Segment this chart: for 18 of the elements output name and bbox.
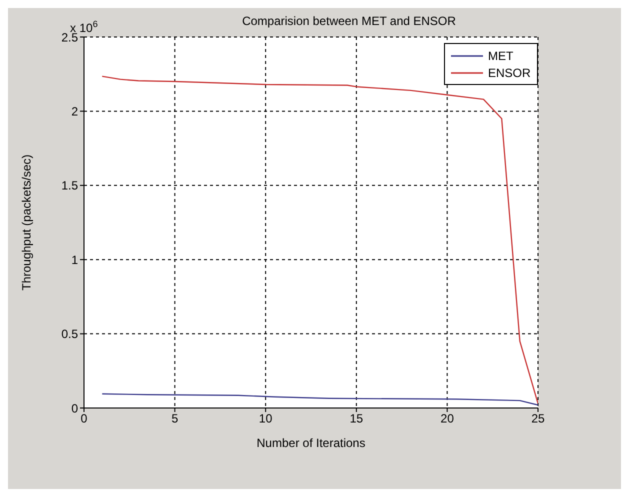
chart-title: Comparision between MET and ENSOR bbox=[242, 14, 456, 28]
x-tick-label: 10 bbox=[258, 412, 273, 426]
y-tick-label: 0.5 bbox=[61, 327, 78, 342]
x-tick-label: 5 bbox=[171, 412, 178, 426]
y-tick-label: 2 bbox=[71, 104, 78, 118]
line-series bbox=[102, 76, 538, 404]
x-tick-label: 25 bbox=[531, 412, 545, 426]
x-tick-label: 20 bbox=[440, 412, 454, 426]
x-tick-label: 15 bbox=[350, 412, 364, 426]
y-tick-label: 0 bbox=[71, 401, 78, 416]
line-series bbox=[102, 393, 538, 406]
y-axis-title: Throughput (packets/sec) bbox=[19, 154, 34, 291]
legend-label: ENSOR bbox=[488, 66, 531, 80]
y-tick-label: 1 bbox=[71, 252, 78, 267]
y-tick-label: 1.5 bbox=[61, 178, 78, 193]
x-axis-title: Number of Iterations bbox=[256, 436, 366, 450]
x-tick-label: 0 bbox=[80, 412, 88, 426]
legend-label: MET bbox=[488, 48, 514, 62]
